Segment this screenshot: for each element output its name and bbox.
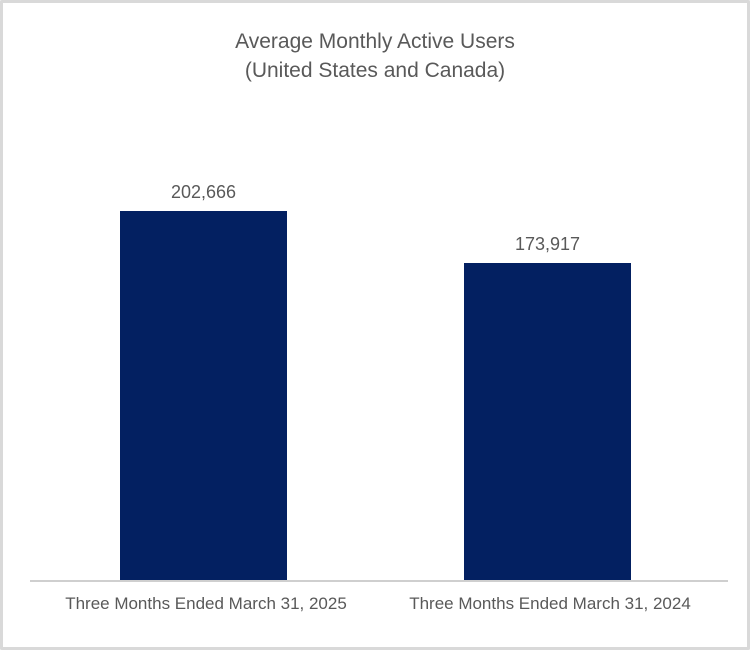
bar-value-label-2024: 173,917 xyxy=(514,234,581,254)
bar-value-label-2025: 202,666 xyxy=(170,182,237,202)
bar-2025 xyxy=(120,211,287,580)
chart-title-line-1: Average Monthly Active Users xyxy=(235,30,515,53)
chart-title: Average Monthly Active Users (United Sta… xyxy=(3,27,747,85)
bar-group-2025: 202,666 xyxy=(120,182,287,580)
bar-group-2024: 173,917 xyxy=(464,234,631,580)
x-axis-line xyxy=(30,580,728,582)
bar-2024 xyxy=(464,263,631,580)
x-axis-label-2024: Three Months Ended March 31, 2024 xyxy=(409,594,691,613)
x-axis-label-2025: Three Months Ended March 31, 2025 xyxy=(65,594,347,613)
plot-area: 202,666 173,917 xyxy=(3,3,747,647)
chart-title-line-2: (United States and Canada) xyxy=(244,59,506,82)
